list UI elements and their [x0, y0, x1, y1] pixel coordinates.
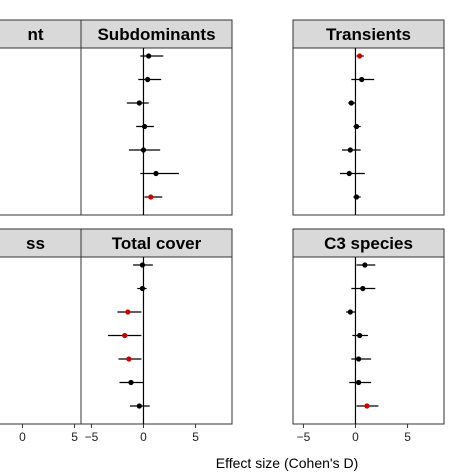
panel-title: nt [27, 25, 43, 44]
x-axis-title: Effect size (Cohen's D) [216, 455, 358, 471]
panel-title: ss [26, 234, 45, 253]
effect-point [145, 76, 151, 83]
panel-strip [80, 228, 233, 258]
effect-point [153, 170, 159, 177]
effect-point [362, 262, 368, 268]
panel-plot-area [80, 47, 233, 216]
significant-point [122, 332, 128, 339]
panel-5: C3 species −5 0 5 [292, 228, 445, 444]
panel-1: Subdominants [80, 19, 233, 216]
panel-title: Subdominants [97, 25, 215, 44]
panel-plot-area [292, 256, 445, 425]
panel-title: Total cover [112, 234, 202, 253]
effect-point [347, 147, 353, 153]
panel-title: Transients [326, 25, 411, 44]
effect-point [136, 100, 142, 106]
effect-point [356, 356, 362, 362]
effect-point [359, 76, 365, 83]
significant-point [364, 403, 370, 409]
significant-point [148, 194, 154, 200]
x-tick-label: 0 [352, 430, 359, 444]
effect-point [146, 53, 152, 59]
x-tick-label: 0 [19, 430, 26, 444]
effect-point [141, 123, 148, 130]
panel-plot-area [80, 256, 233, 425]
effect-point [353, 194, 360, 200]
x-tick-label: 5 [192, 430, 199, 444]
effect-point [353, 123, 360, 130]
effect-point [140, 147, 147, 153]
effect-point [139, 285, 146, 292]
effect-point [357, 332, 363, 339]
panel-strip [292, 228, 445, 258]
effect-point [136, 403, 142, 409]
effect-point [346, 170, 352, 177]
effect-point [348, 100, 354, 106]
panel-2: Transients [292, 19, 445, 216]
significant-point [126, 356, 132, 362]
panel-title: C3 species [324, 234, 413, 253]
effect-point [356, 379, 362, 386]
effect-point [360, 285, 366, 292]
panel-4: Total cover −5 0 5 [80, 228, 233, 444]
effect-point [139, 262, 146, 268]
effect-point [128, 379, 134, 386]
x-tick-label: 5 [71, 430, 78, 444]
x-tick-label: −5 [85, 430, 99, 444]
x-tick-label: 0 [140, 430, 147, 444]
significant-point [125, 309, 131, 315]
effect-point [347, 309, 353, 315]
x-tick-label: 5 [404, 430, 411, 444]
panel-plot-area [292, 47, 445, 216]
x-tick-label: −5 [297, 430, 311, 444]
significant-point [357, 53, 363, 59]
